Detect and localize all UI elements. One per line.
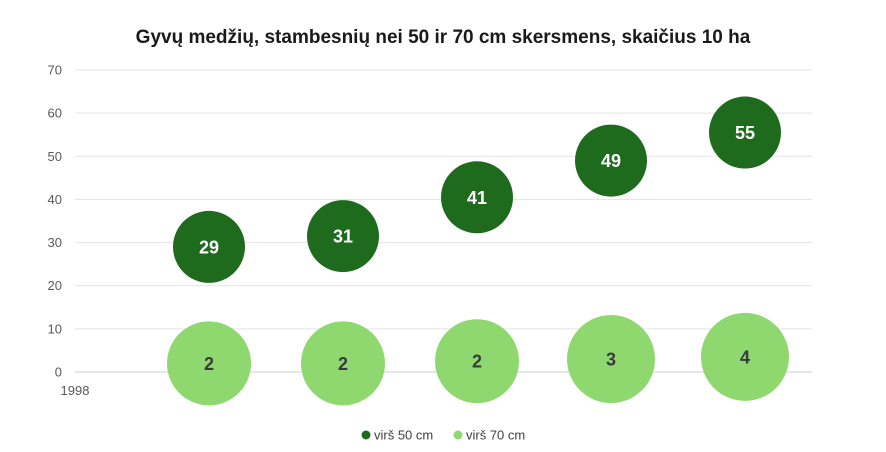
legend-label: virš 70 cm <box>466 428 525 443</box>
y-tick-label: 50 <box>48 149 62 164</box>
data-label: 49 <box>601 151 621 171</box>
bubble <box>701 312 789 401</box>
data-label: 31 <box>333 227 353 247</box>
bubble <box>301 321 385 406</box>
chart-title: Gyvų medžių, stambesnių nei 50 ir 70 cm … <box>136 27 751 48</box>
legend: virš 50 cm virš 70 cm <box>361 428 525 443</box>
data-label: 4 <box>740 347 750 367</box>
bubble <box>575 124 647 197</box>
y-axis-ticks: 0 10 20 30 40 50 60 70 <box>48 63 62 380</box>
x-tick-label: 1998 <box>61 383 90 398</box>
x-axis-ticks: 199820032008201320182023 <box>61 383 760 398</box>
bubbles: 2 2 2 3 4 29 31 41 49 55 <box>167 96 789 406</box>
data-label: 2 <box>338 354 348 374</box>
legend-label: virš 50 cm <box>374 428 433 443</box>
data-label: 41 <box>467 188 487 208</box>
y-tick-label: 20 <box>48 278 62 293</box>
bubble <box>709 96 781 169</box>
bubble <box>167 321 251 406</box>
y-tick-label: 0 <box>55 365 62 380</box>
data-label: 2 <box>204 354 214 374</box>
data-label: 55 <box>735 123 755 143</box>
legend-marker <box>453 430 463 440</box>
data-label: 29 <box>199 237 219 257</box>
y-tick-label: 60 <box>48 106 62 121</box>
legend-marker <box>361 430 371 440</box>
y-tick-label: 40 <box>48 192 62 207</box>
y-tick-label: 70 <box>48 63 62 78</box>
bubble <box>307 200 379 273</box>
legend-item: virš 70 cm <box>453 428 525 443</box>
y-tick-label: 10 <box>48 321 62 336</box>
bubble <box>435 319 519 404</box>
y-tick-label: 30 <box>48 235 62 250</box>
bubble <box>173 210 245 283</box>
data-label: 3 <box>606 350 616 370</box>
bubble <box>567 315 655 404</box>
legend-item: virš 50 cm <box>361 428 433 443</box>
bubble <box>441 161 513 234</box>
data-label: 2 <box>472 352 482 372</box>
